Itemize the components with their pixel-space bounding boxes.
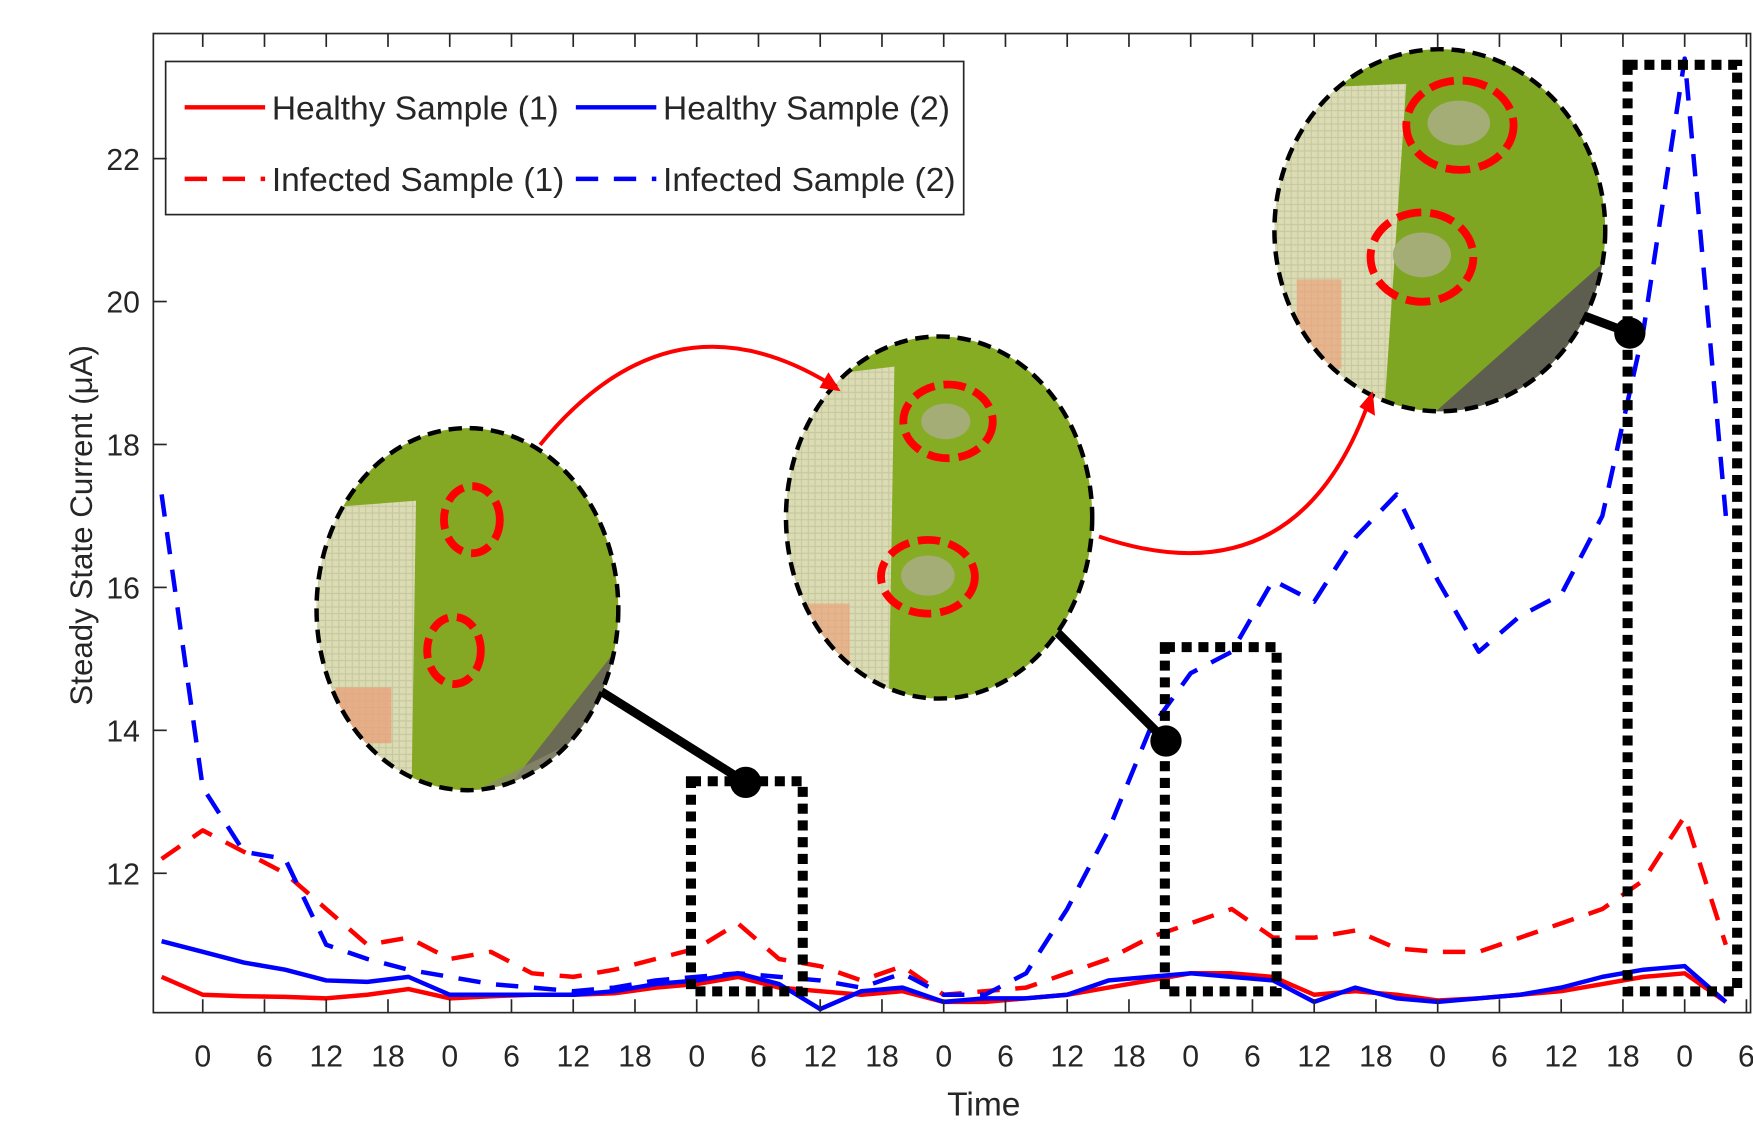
- x-tick-label: 0: [688, 1040, 705, 1073]
- x-tick-label: 6: [256, 1040, 273, 1073]
- connector-dots: [730, 317, 1646, 799]
- y-tick-label: 20: [106, 287, 140, 320]
- legend: Healthy Sample (1) Healthy Sample (2) Infe…: [164, 60, 965, 216]
- series-line: [159, 56, 1729, 997]
- lesion-mark: [1366, 208, 1478, 306]
- x-tick-label: 0: [441, 1040, 458, 1073]
- arrow: [1098, 399, 1372, 556]
- connector-dot: [1614, 317, 1646, 349]
- connector-dot: [1150, 725, 1182, 757]
- x-tick-label: 6: [1738, 1040, 1753, 1073]
- lesion-mark: [423, 613, 485, 688]
- highlight-box: [1159, 642, 1282, 997]
- x-tick-label: 12: [309, 1040, 343, 1073]
- x-tick-label: 0: [1182, 1040, 1199, 1073]
- lesion-mark: [899, 380, 997, 463]
- y-tick-label: 18: [106, 430, 140, 463]
- legend-label: Healthy Sample (1): [272, 91, 559, 128]
- x-tick-label: 18: [1359, 1040, 1393, 1073]
- y-tick-label: 22: [106, 144, 140, 177]
- lesion-mark: [877, 535, 979, 618]
- lesion-mark: [440, 482, 504, 558]
- connector: [595, 685, 749, 787]
- legend-label: Healthy Sample (2): [663, 91, 950, 128]
- y-axis-label: Steady State Current (μA): [64, 345, 99, 706]
- highlight-box: [1622, 59, 1743, 997]
- x-tick-label: 6: [503, 1040, 520, 1073]
- x-tick-label: 18: [865, 1040, 899, 1073]
- legend-label: Infected Sample (2): [663, 162, 955, 199]
- leaf-frame: [783, 334, 1095, 701]
- connector-dot: [730, 766, 762, 799]
- arrow: [538, 344, 834, 447]
- x-tick-label: 6: [997, 1040, 1014, 1073]
- plot-frame: [152, 32, 1752, 1014]
- x-tick-label: 12: [803, 1040, 837, 1073]
- x-tick-label: 6: [750, 1040, 767, 1073]
- y-tick-label: 14: [106, 716, 140, 749]
- arrow-head: [819, 372, 841, 392]
- x-tick-label: 12: [1297, 1040, 1331, 1073]
- x-tick-label: 12: [556, 1040, 590, 1073]
- progression-arrows: [538, 344, 1372, 556]
- legend-label: Infected Sample (1): [272, 162, 564, 199]
- x-tick-label: 18: [1112, 1040, 1146, 1073]
- x-tick-label: 18: [371, 1040, 405, 1073]
- x-tick-label: 0: [1429, 1040, 1446, 1073]
- x-tick-label: 0: [1676, 1040, 1693, 1073]
- x-tick-label: 18: [1606, 1040, 1640, 1073]
- x-tick-label: 0: [194, 1040, 211, 1073]
- x-tick-label: 12: [1544, 1040, 1578, 1073]
- y-tick-label: 16: [106, 573, 140, 606]
- x-tick-label: 12: [1050, 1040, 1084, 1073]
- y-tick-label: 12: [106, 858, 140, 891]
- x-tick-label: 6: [1244, 1040, 1261, 1073]
- leaf-frame: [314, 425, 621, 793]
- x-tick-label: 0: [935, 1040, 952, 1073]
- connector: [1053, 628, 1170, 745]
- lesion-mark: [1402, 76, 1518, 174]
- x-tick-label: 6: [1491, 1040, 1508, 1073]
- leaf-frame: [1272, 46, 1608, 414]
- arrow-head: [1359, 391, 1375, 416]
- legend-box: [164, 60, 965, 216]
- x-tick-label: 18: [618, 1040, 652, 1073]
- x-axis-label: Time: [947, 1086, 1020, 1123]
